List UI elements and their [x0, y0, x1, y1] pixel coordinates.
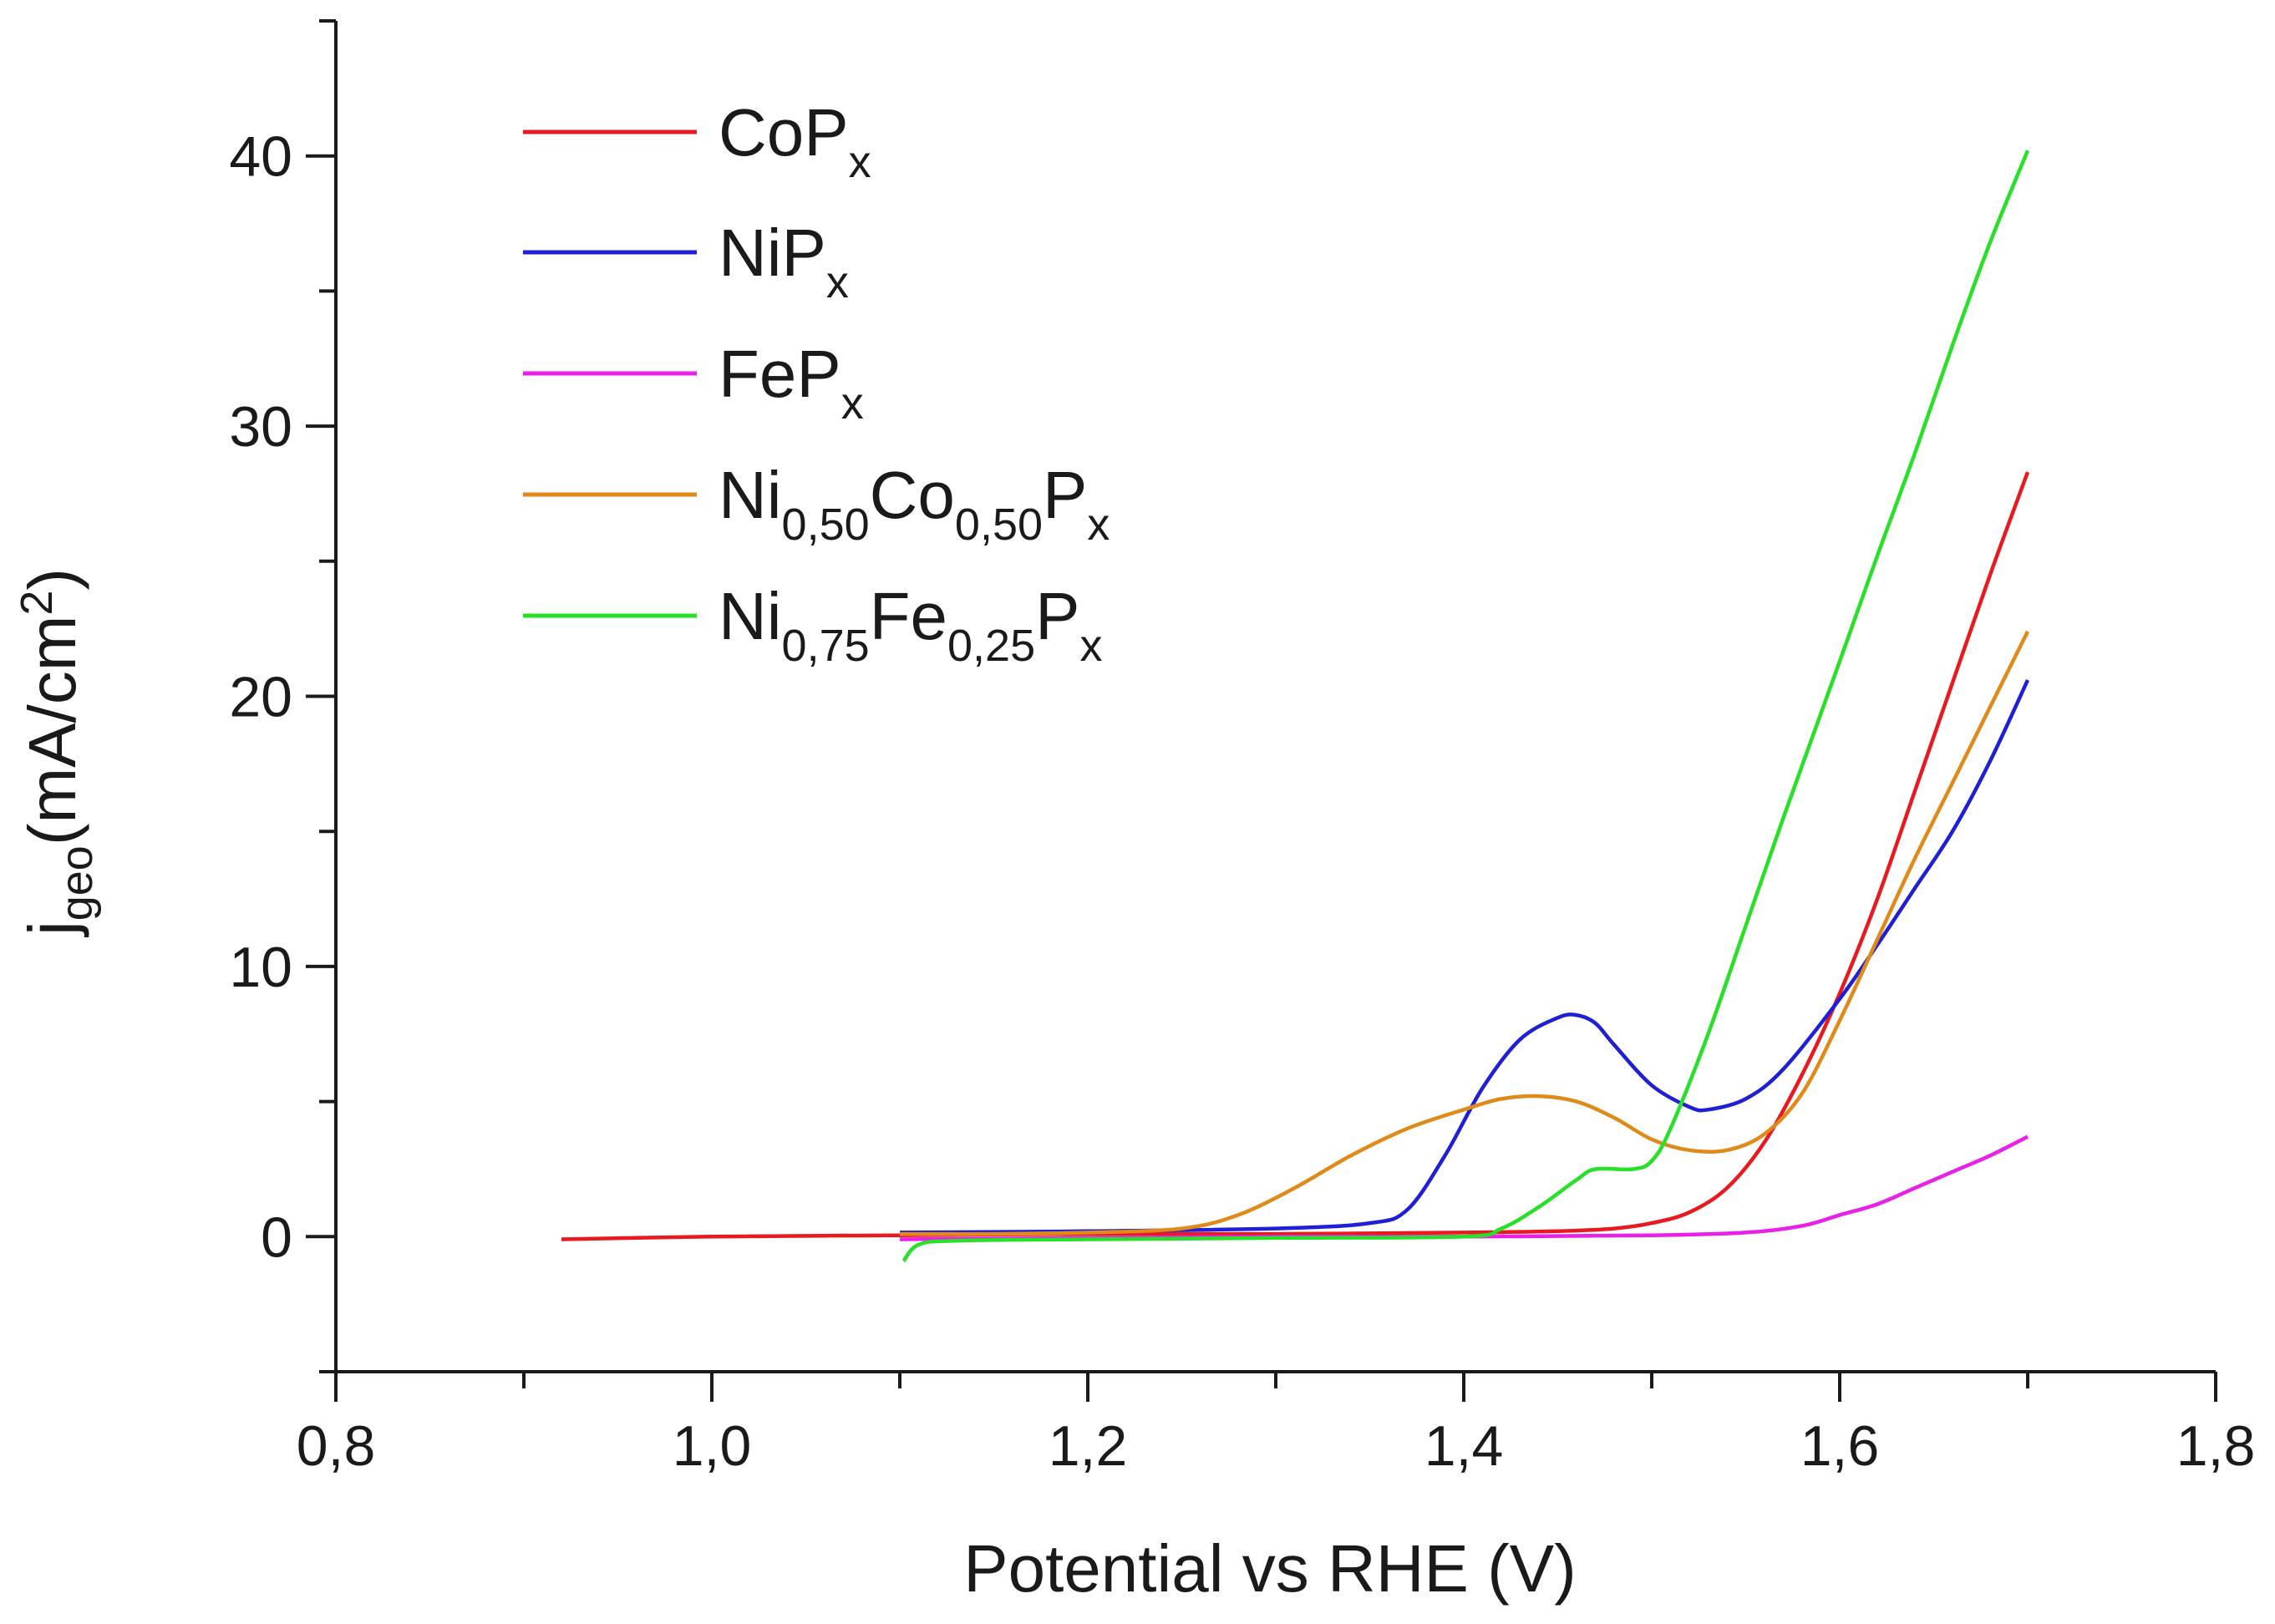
series-line-ni0-50co0-50px: [899, 630, 2030, 1236]
y-axis-title-unit: (mA/cm: [15, 616, 89, 846]
legend-label-fepx: FePx: [719, 337, 864, 429]
series-layer: [561, 150, 2030, 1262]
y-axis-title-main: j: [15, 921, 89, 937]
legend-label-nipx: NiPx: [719, 216, 849, 307]
series-line-nipx: [899, 679, 2030, 1235]
legend-label-ni0-75fe0-25px: Ni0,75Fe0,25Px: [719, 579, 1102, 671]
y-tick-label: 0: [261, 1205, 292, 1269]
legend: CoPx NiPx FePx Ni0,50Co0,50Px Ni0,75Fe0,25Px: [523, 95, 1110, 671]
y-axis-title-close: ): [15, 568, 89, 591]
x-tick-label: 1,8: [2176, 1414, 2256, 1478]
y-tick-label: 10: [229, 936, 292, 999]
x-tick-label: 1,2: [1049, 1414, 1128, 1478]
x-tick-label: 1,0: [673, 1414, 752, 1478]
y-tick-label: 40: [229, 125, 292, 189]
y-axis-title-superscript: 2: [12, 591, 62, 616]
legend-label-copx: CoPx: [719, 95, 871, 187]
series-line-fepx: [899, 1134, 2029, 1241]
y-tick-label: 20: [229, 666, 292, 729]
y-tick-label: 30: [229, 395, 292, 459]
x-tick-label: 0,8: [297, 1414, 376, 1478]
y-axis-title-subscript: geo: [52, 845, 102, 921]
x-tick-label: 1,6: [1800, 1414, 1880, 1478]
legend-label-ni0-50co0-50px: Ni0,50Co0,50Px: [719, 458, 1110, 550]
series-line-ni0-75fe0-25px: [901, 150, 2030, 1262]
y-axis-title: jgeo(mA/cm2): [12, 568, 102, 937]
x-axis-title: Potential vs RHE (V): [963, 1531, 1577, 1606]
x-tick-label: 1,4: [1424, 1414, 1504, 1478]
axes: 0,8 1,0 1,2 1,4 1,6 1,8 0 10 20 30 40: [229, 19, 2256, 1478]
